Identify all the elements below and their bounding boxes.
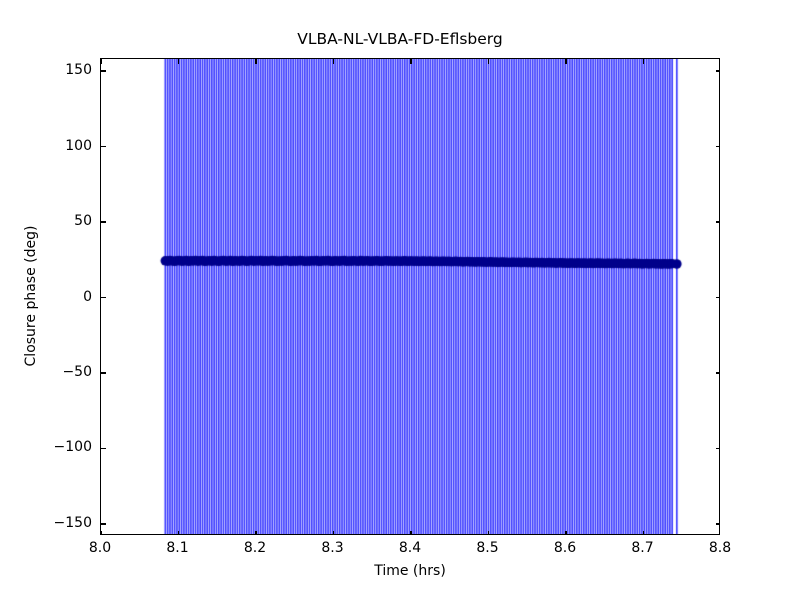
- x-axis-tick-mark: [101, 59, 102, 64]
- y-axis-tick-label: 50: [74, 213, 92, 230]
- y-axis-tick-mark: [716, 70, 719, 72]
- y-axis-tick-label: 150: [65, 62, 92, 79]
- y-axis-tick-label: 0: [83, 288, 92, 305]
- x-axis-tick-label: 8.2: [243, 540, 267, 556]
- y-axis-tick-label: −150: [53, 514, 92, 531]
- x-axis-tick-mark: [255, 531, 257, 534]
- x-axis-tick-mark: [410, 531, 412, 534]
- x-axis-tick-mark: [487, 531, 490, 534]
- x-axis-tick-label: 8.7: [631, 540, 654, 556]
- x-axis-tick-label: 8.6: [553, 540, 577, 556]
- y-axis-tick-mark: [101, 523, 106, 525]
- x-axis-tick-mark: [642, 59, 645, 64]
- x-axis-tick-label: 8.8: [708, 540, 732, 556]
- y-axis-tick-mark: [101, 447, 106, 450]
- scatter-errorbar-plot: [101, 59, 719, 534]
- page-title: VLBA-NL-VLBA-FD-Eflsberg: [297, 30, 503, 48]
- y-axis-tick-mark: [716, 372, 719, 374]
- x-axis-tick-label: 8.1: [166, 540, 189, 556]
- y-axis-tick-mark: [716, 221, 719, 223]
- y-axis-tick-mark: [101, 221, 106, 223]
- y-axis-tick-mark: [716, 523, 719, 525]
- x-axis-tick-label: 8.0: [88, 540, 112, 556]
- y-axis-tick-mark: [101, 70, 106, 72]
- y-axis-tick-label: −100: [53, 439, 92, 456]
- x-axis-tick-label: 8.3: [321, 540, 344, 556]
- x-axis-tick-label: 8.4: [398, 540, 422, 556]
- x-axis-tick-mark: [487, 59, 490, 64]
- x-axis-tick-mark: [332, 531, 335, 534]
- y-axis-tick-mark: [716, 145, 719, 148]
- x-axis-tick-mark: [177, 531, 180, 534]
- y-axis-tick-mark: [716, 447, 719, 450]
- x-axis-tick-mark: [177, 59, 180, 64]
- x-axis-label: Time (hrs): [374, 563, 446, 579]
- x-axis-tick-mark: [332, 59, 335, 64]
- x-axis-tick-mark: [565, 531, 567, 534]
- x-axis-tick-mark: [255, 59, 257, 64]
- x-axis-tick-mark: [642, 531, 645, 534]
- y-axis-label: Closure phase (deg): [23, 225, 39, 367]
- y-axis-tick-mark: [101, 372, 106, 374]
- x-axis-tick-mark: [565, 59, 567, 64]
- y-axis-tick-label: 100: [65, 137, 92, 154]
- y-axis-tick-label: −50: [62, 363, 92, 380]
- x-axis-tick-mark: [101, 531, 102, 534]
- y-axis-tick-mark: [101, 296, 106, 299]
- plot-axes-area: [100, 58, 720, 535]
- x-axis-tick-mark: [410, 59, 412, 64]
- y-axis-tick-mark: [101, 145, 106, 148]
- y-axis-tick-mark: [716, 296, 719, 299]
- x-axis-tick-label: 8.5: [476, 540, 499, 556]
